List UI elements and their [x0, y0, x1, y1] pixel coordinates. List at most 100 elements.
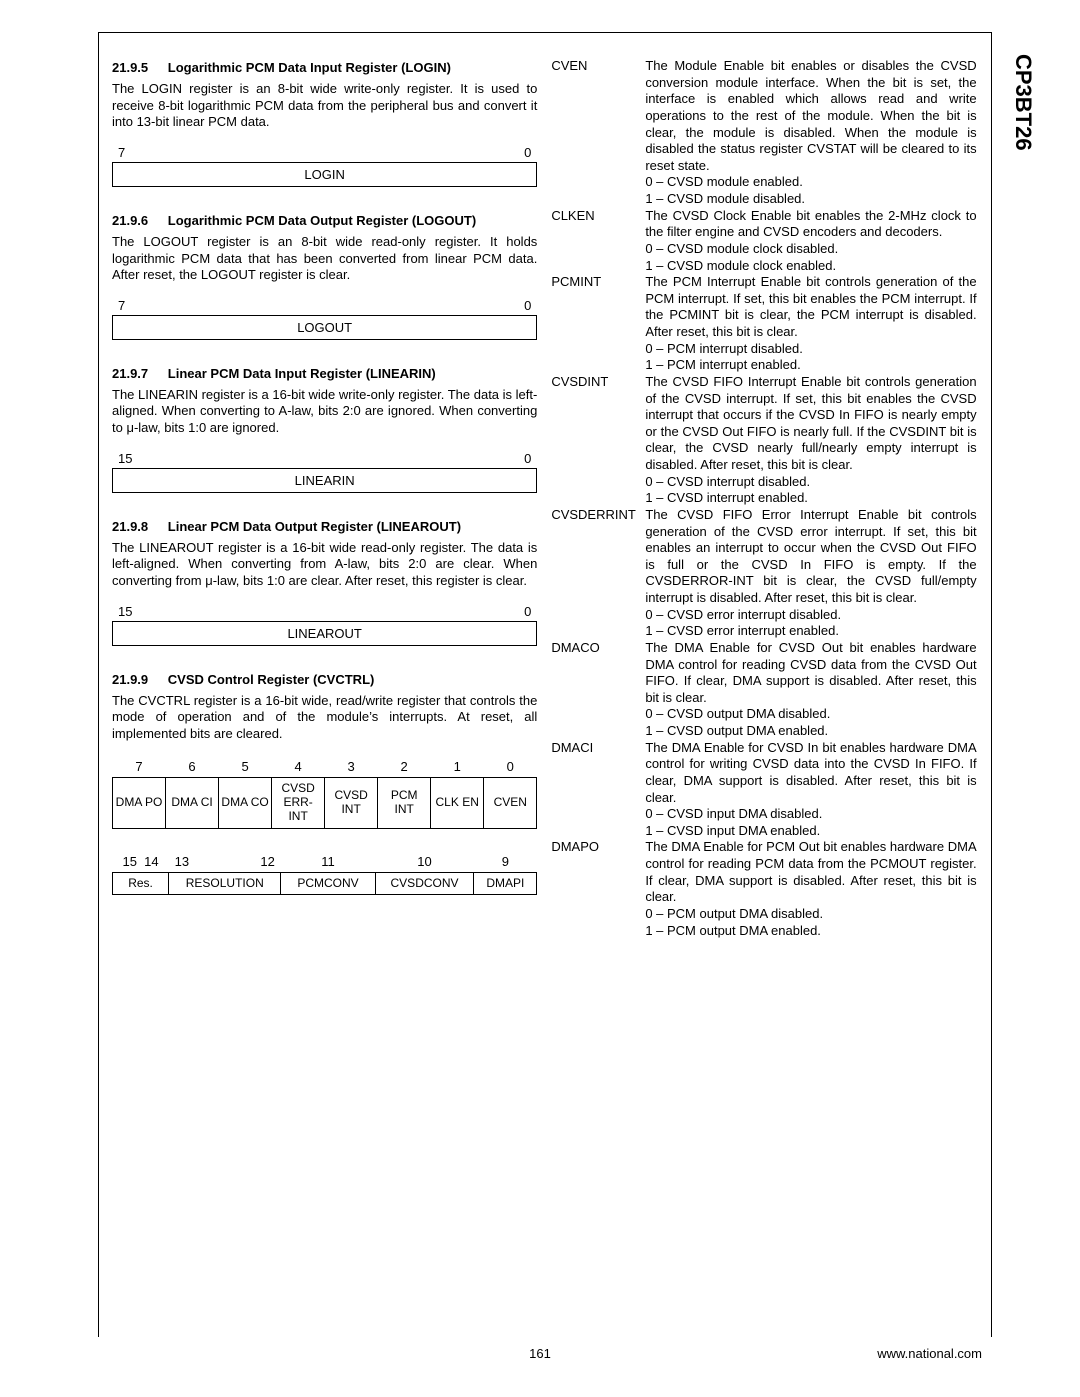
bit-desc-option: 1 – CVSD output DMA enabled. [645, 723, 976, 740]
linearin-bits: 15 0 [112, 451, 537, 468]
bit-field: CVSDCONV [375, 872, 474, 895]
bit-desc-body: The Module Enable bit enables or disable… [645, 58, 976, 208]
bit-desc-option: 0 – CVSD input DMA disabled. [645, 806, 976, 823]
bit-label: 6 [166, 756, 219, 777]
cvctrl-low-table: 7 6 5 4 3 2 1 0 DMA PO DMA CI DMA CO CVS… [112, 756, 537, 828]
section-21-9-7-title: 21.9.7 Linear PCM Data Input Register (L… [112, 366, 537, 381]
cvctrl-high-fields: Res. RESOLUTION PCMCONV CVSDCONV DMAPI [113, 872, 537, 895]
bit-hi: 15 [118, 604, 132, 619]
bit-field: CVEN [484, 778, 537, 828]
bit-desc-body: The DMA Enable for PCM Out bit enables h… [645, 839, 976, 939]
section-name: Linear PCM Data Input Register (LINEARIN… [168, 366, 436, 381]
bit-label: 7 [113, 756, 166, 777]
section-num: 21.9.5 [112, 60, 148, 75]
bit-field: DMA CO [219, 778, 272, 828]
bit-descriptions: CVENThe Module Enable bit enables or dis… [551, 58, 976, 939]
bit-label: 0 [484, 756, 537, 777]
section-21-9-6-para: The LOGOUT register is an 8-bit wide rea… [112, 234, 537, 284]
section-name: CVSD Control Register (CVCTRL) [168, 672, 375, 687]
bit-desc-option: 1 – PCM output DMA enabled. [645, 923, 976, 940]
bit-desc-option: 1 – CVSD interrupt enabled. [645, 490, 976, 507]
bit-field: RESOLUTION [169, 872, 281, 895]
bit-desc-name: DMACO [551, 640, 641, 740]
bit-desc-option: 1 – CVSD module disabled. [645, 191, 976, 208]
bit-desc-name: CVSDERRINT [551, 507, 641, 640]
content-columns: 21.9.5 Logarithmic PCM Data Input Regist… [112, 58, 980, 1327]
bit-hi: 15 [118, 451, 132, 466]
section-name: Linear PCM Data Output Register (LINEARO… [168, 519, 461, 534]
chip-label: CP3BT26 [1010, 54, 1036, 151]
bit-desc-option: 0 – PCM interrupt disabled. [645, 341, 976, 358]
bit-desc-option: 0 – CVSD error interrupt disabled. [645, 607, 976, 624]
left-column: 21.9.5 Logarithmic PCM Data Input Regist… [112, 58, 537, 1327]
bit-desc-option: 0 – PCM output DMA disabled. [645, 906, 976, 923]
bit-field: PCMCONV [281, 872, 375, 895]
bit-desc-option: 1 – CVSD module clock enabled. [645, 258, 976, 275]
linearout-bits: 15 0 [112, 604, 537, 621]
bit-lo: 0 [524, 451, 531, 466]
bit-desc-option: 0 – CVSD output DMA disabled. [645, 706, 976, 723]
bit-desc-name: PCMINT [551, 274, 641, 374]
bit-field: PCM INT [378, 778, 431, 828]
right-column: CVENThe Module Enable bit enables or dis… [551, 58, 976, 1327]
bit-label: 3 [325, 756, 378, 777]
bit-field: DMA PO [113, 778, 166, 828]
bit-desc-name: DMACI [551, 740, 641, 840]
bit-desc-body: The PCM Interrupt Enable bit controls ge… [645, 274, 976, 374]
bit-desc-name: CVSDINT [551, 374, 641, 507]
bit-desc-option: 0 – CVSD module clock disabled. [645, 241, 976, 258]
bit-hi: 7 [118, 298, 125, 313]
login-bits: 7 0 [112, 145, 537, 162]
bit-desc-option: 1 – CVSD input DMA enabled. [645, 823, 976, 840]
bit-desc-name: CLKEN [551, 208, 641, 275]
bit-desc-body: The CVSD FIFO Error Interrupt Enable bit… [645, 507, 976, 640]
bit-desc-body: The DMA Enable for CVSD Out bit enables … [645, 640, 976, 740]
footer: 161 www.national.com [98, 1346, 982, 1361]
login-reg-box: 7 0 LOGIN [112, 145, 537, 187]
linearin-reg-box: 15 0 LINEARIN [112, 451, 537, 493]
bit-label: 5 [219, 756, 272, 777]
section-num: 21.9.6 [112, 213, 148, 228]
bit-desc-name: CVEN [551, 58, 641, 208]
section-21-9-5-para: The LOGIN register is an 8-bit wide writ… [112, 81, 537, 131]
logout-bits: 7 0 [112, 298, 537, 315]
bit-desc-option: 1 – PCM interrupt enabled. [645, 357, 976, 374]
bit-lo: 0 [524, 145, 531, 160]
bit-label: 13 12 [169, 851, 281, 872]
bit-label: 2 [378, 756, 431, 777]
bit-field: CLK EN [431, 778, 484, 828]
section-21-9-5-title: 21.9.5 Logarithmic PCM Data Input Regist… [112, 60, 537, 75]
section-num: 21.9.7 [112, 366, 148, 381]
bit-label: 4 [272, 756, 325, 777]
cvctrl-high-table: 15 14 13 12 11 10 9 8 Res. RESOLUTION PC… [112, 851, 537, 896]
cvctrl-low-fields: DMA PO DMA CI DMA CO CVSD ERR-INT CVSD I… [113, 778, 537, 828]
bit-label: 1 [431, 756, 484, 777]
section-21-9-8-para: The LINEAROUT register is a 16-bit wide … [112, 540, 537, 590]
bit-field: CVSD ERR-INT [272, 778, 325, 828]
linearout-reg-name: LINEAROUT [112, 621, 537, 646]
cvctrl-low-bits: 7 6 5 4 3 2 1 0 [113, 756, 537, 777]
linearout-reg-box: 15 0 LINEAROUT [112, 604, 537, 646]
bit-lo: 0 [524, 298, 531, 313]
section-21-9-7-para: The LINEARIN register is a 16-bit wide w… [112, 387, 537, 437]
logout-reg-box: 7 0 LOGOUT [112, 298, 537, 340]
bit-lo: 0 [524, 604, 531, 619]
bit-hi: 7 [118, 145, 125, 160]
bit-label: 9 [474, 851, 537, 872]
bit-desc-body: The CVSD FIFO Interrupt Enable bit contr… [645, 374, 976, 507]
section-21-9-9-title: 21.9.9 CVSD Control Register (CVCTRL) [112, 672, 537, 687]
bit-field: Res. [113, 872, 169, 895]
logout-reg-name: LOGOUT [112, 315, 537, 340]
bit-field: CVSD INT [325, 778, 378, 828]
section-name: Logarithmic PCM Data Output Register (LO… [168, 213, 476, 228]
bit-desc-body: The CVSD Clock Enable bit enables the 2-… [645, 208, 976, 275]
section-name: Logarithmic PCM Data Input Register (LOG… [168, 60, 451, 75]
page: CP3BT26 21.9.5 Logarithmic PCM Data Inpu… [0, 0, 1080, 1397]
section-num: 21.9.8 [112, 519, 148, 534]
bit-desc-name: DMAPO [551, 839, 641, 939]
bit-label: 11 [281, 851, 375, 872]
bit-label: 15 14 [113, 851, 169, 872]
section-21-9-8-title: 21.9.8 Linear PCM Data Output Register (… [112, 519, 537, 534]
bit-desc-option: 1 – CVSD error interrupt enabled. [645, 623, 976, 640]
bit-desc-option: 0 – CVSD interrupt disabled. [645, 474, 976, 491]
